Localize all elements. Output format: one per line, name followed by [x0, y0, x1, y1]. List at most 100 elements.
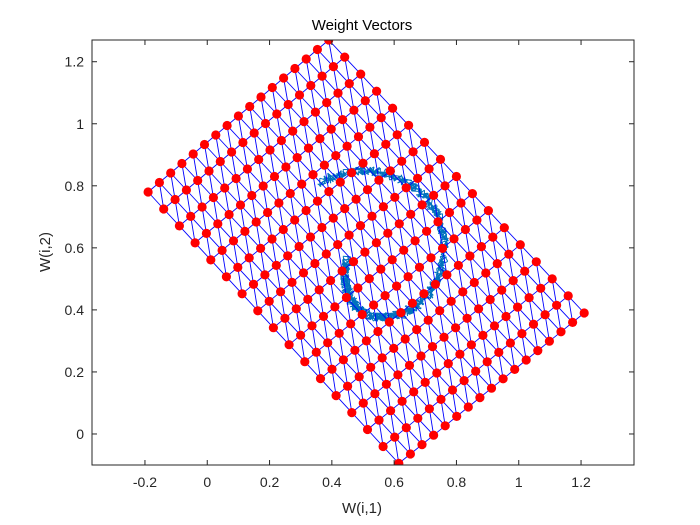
spiral-segment: [443, 237, 449, 246]
x-axis-label: W(i,1): [342, 500, 382, 517]
neuron-point: [338, 115, 348, 125]
neuron-point: [331, 391, 341, 401]
y-tick-label: 0: [76, 426, 84, 442]
neuron-point: [544, 336, 555, 346]
neuron-point: [462, 313, 472, 323]
neuron-point: [388, 103, 398, 113]
neuron-point: [378, 441, 388, 452]
spiral-segment: [342, 173, 346, 178]
neuron-point: [407, 298, 417, 308]
neuron-point: [143, 187, 153, 197]
neuron-point: [154, 177, 164, 188]
neuron-point: [471, 366, 481, 376]
neuron-point: [237, 289, 247, 299]
neuron-point: [260, 270, 270, 280]
y-tick-label: 1.2: [65, 54, 85, 70]
neuron-point: [220, 183, 230, 193]
x-tick-label: 0: [203, 474, 211, 490]
x-axis: -0.2 0 0.2 0.4 0.6 0.8 1 1.2: [133, 40, 591, 490]
neuron-point: [265, 145, 275, 155]
neuron-point: [258, 181, 268, 191]
spiral-segment: [416, 194, 420, 197]
neuron-point: [492, 259, 502, 269]
neuron-point: [399, 245, 409, 255]
neuron-point: [424, 404, 434, 414]
neuron-point: [456, 198, 466, 208]
spiral-segment: [444, 254, 446, 257]
neuron-point: [521, 355, 531, 365]
spiral-segment: [327, 173, 331, 176]
neuron-point: [466, 340, 476, 350]
neuron-point: [256, 243, 266, 253]
neuron-point: [446, 296, 456, 306]
neuron-point: [481, 268, 491, 278]
neuron-point: [356, 69, 366, 79]
neuron-point: [324, 40, 334, 45]
spiral-segment: [356, 300, 361, 305]
neuron-point: [193, 175, 203, 186]
neuron-point: [556, 327, 566, 337]
spiral-segment: [405, 178, 412, 181]
neuron-point: [307, 321, 317, 331]
spiral-segment: [415, 183, 417, 189]
neuron-point: [417, 440, 427, 450]
neuron-markers: [143, 40, 589, 465]
neuron-point: [215, 156, 225, 167]
spiral-segment: [430, 295, 433, 298]
neuron-point: [274, 198, 284, 208]
neuron-point: [298, 268, 309, 278]
spiral-segment: [442, 240, 447, 243]
neuron-point: [424, 164, 434, 174]
neuron-point: [344, 79, 354, 89]
neuron-point: [387, 255, 397, 265]
neuron-point: [476, 242, 486, 252]
neuron-point: [249, 128, 259, 138]
neuron-point: [485, 294, 495, 305]
spiral-segment: [426, 196, 430, 199]
neuron-point: [245, 101, 255, 112]
neuron-point: [404, 120, 414, 130]
neuron-point: [267, 234, 277, 244]
neuron-point: [524, 293, 534, 303]
neuron-point: [401, 183, 411, 193]
neuron-point: [494, 347, 504, 357]
neuron-point: [318, 311, 329, 321]
neuron-point: [433, 217, 443, 227]
neuron-point: [520, 266, 530, 276]
y-tick-label: 1: [76, 116, 84, 132]
neuron-point: [256, 92, 266, 102]
neuron-point: [337, 266, 347, 276]
neuron-point: [201, 228, 211, 238]
spiral-segment: [342, 262, 348, 267]
neuron-point: [204, 166, 214, 176]
neuron-point: [436, 394, 446, 404]
spiral-segment: [348, 280, 351, 282]
neuron-point: [390, 432, 400, 442]
spiral-segment: [366, 314, 369, 317]
neuron-point: [315, 134, 325, 144]
neuron-point: [333, 240, 343, 250]
neuron-point: [498, 374, 508, 384]
spiral-segment: [439, 256, 447, 262]
x-tick-label: 0.8: [447, 474, 467, 490]
spiral-segment: [356, 167, 363, 173]
neuron-point: [312, 44, 322, 55]
neuron-point: [231, 173, 241, 184]
neuron-point: [358, 398, 368, 408]
neuron-point: [430, 279, 440, 289]
neuron-point: [568, 317, 578, 327]
neuron-point: [472, 215, 482, 225]
spiral-segment: [407, 311, 415, 315]
neuron-point: [381, 139, 391, 149]
neuron-point: [251, 217, 261, 227]
neuron-point: [314, 285, 324, 295]
neuron-point: [444, 207, 455, 218]
neuron-point: [285, 188, 295, 199]
neuron-point: [170, 194, 180, 205]
neuron-point: [342, 141, 352, 151]
spiral-segment: [319, 177, 327, 181]
neuron-point: [419, 289, 429, 299]
neuron-point: [369, 149, 379, 159]
neuron-point: [422, 226, 432, 236]
neuron-point: [310, 107, 320, 117]
